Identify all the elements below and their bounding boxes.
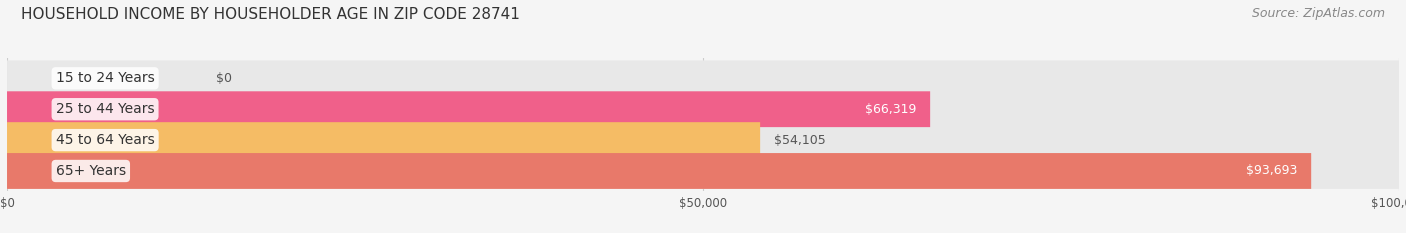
Text: $54,105: $54,105: [775, 134, 825, 147]
FancyBboxPatch shape: [7, 153, 1312, 189]
FancyBboxPatch shape: [7, 122, 1399, 158]
Text: $66,319: $66,319: [865, 103, 917, 116]
Text: Source: ZipAtlas.com: Source: ZipAtlas.com: [1251, 7, 1385, 20]
Text: $0: $0: [217, 72, 232, 85]
FancyBboxPatch shape: [7, 91, 1399, 127]
FancyBboxPatch shape: [7, 122, 761, 158]
Text: HOUSEHOLD INCOME BY HOUSEHOLDER AGE IN ZIP CODE 28741: HOUSEHOLD INCOME BY HOUSEHOLDER AGE IN Z…: [21, 7, 520, 22]
Text: 25 to 44 Years: 25 to 44 Years: [56, 102, 155, 116]
Text: 65+ Years: 65+ Years: [56, 164, 127, 178]
FancyBboxPatch shape: [7, 91, 931, 127]
Text: $93,693: $93,693: [1246, 164, 1298, 178]
Text: 15 to 24 Years: 15 to 24 Years: [56, 71, 155, 85]
FancyBboxPatch shape: [7, 153, 1399, 189]
Text: 45 to 64 Years: 45 to 64 Years: [56, 133, 155, 147]
FancyBboxPatch shape: [7, 60, 1399, 96]
